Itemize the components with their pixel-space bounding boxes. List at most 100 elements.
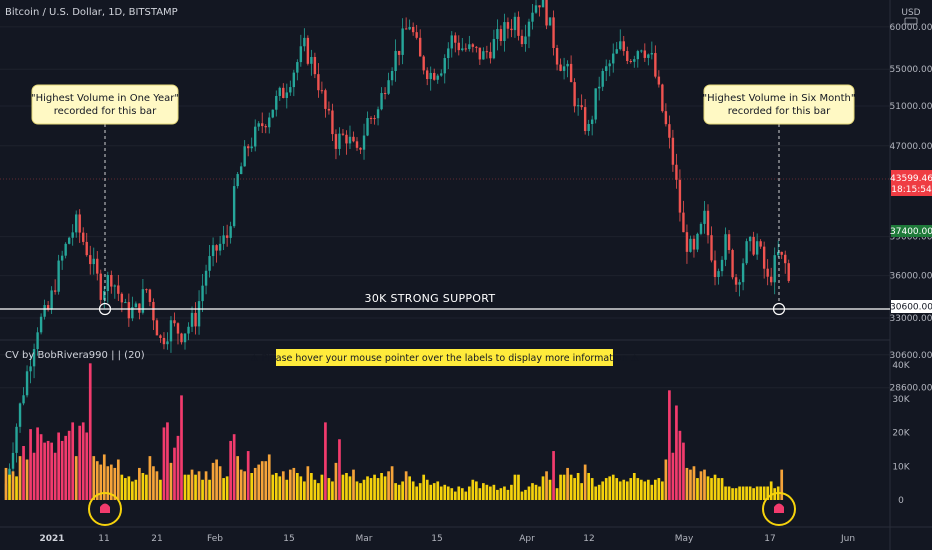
volume-bar[interactable] [689, 469, 692, 500]
candle[interactable] [411, 22, 415, 36]
candle[interactable] [738, 279, 741, 297]
volume-bar[interactable] [267, 454, 271, 500]
volume-bar[interactable] [232, 434, 236, 500]
candle[interactable] [422, 54, 425, 75]
volume-bar[interactable] [404, 471, 408, 500]
volume-bar[interactable] [131, 481, 134, 500]
volume-bar[interactable] [120, 474, 124, 500]
volume-bar[interactable] [222, 478, 225, 500]
volume-bar[interactable] [748, 486, 752, 501]
volume-bar[interactable] [411, 481, 415, 500]
volume-bar[interactable] [50, 442, 53, 500]
candle[interactable] [468, 35, 471, 52]
candle[interactable] [418, 29, 422, 57]
volume-bar[interactable] [685, 467, 689, 500]
volume-marker-left[interactable] [88, 492, 122, 526]
volume-bar[interactable] [88, 363, 92, 500]
candle[interactable] [383, 87, 387, 100]
volume-bar[interactable] [327, 478, 331, 500]
candle[interactable] [60, 250, 64, 270]
volume-bar[interactable] [752, 488, 755, 500]
volume-bar[interactable] [243, 471, 247, 500]
volume-bar[interactable] [345, 473, 348, 500]
volume-bar[interactable] [485, 484, 489, 500]
candle[interactable] [71, 224, 74, 246]
candle[interactable] [580, 94, 583, 110]
volume-bar[interactable] [204, 471, 208, 500]
volume-bar[interactable] [366, 476, 369, 500]
volume-bar[interactable] [4, 467, 8, 500]
candle[interactable] [777, 240, 780, 258]
candle[interactable] [75, 210, 78, 238]
volume-bar[interactable] [531, 483, 534, 500]
volume-bar[interactable] [387, 471, 390, 500]
candle[interactable] [717, 268, 720, 285]
candle[interactable] [338, 127, 341, 156]
volume-bar[interactable] [569, 474, 573, 500]
candle[interactable] [64, 242, 67, 259]
volume-bar[interactable] [29, 429, 32, 500]
volume-bar[interactable] [503, 486, 506, 501]
volume-bar[interactable] [580, 483, 583, 500]
volume-bar[interactable] [25, 459, 29, 501]
currency-settings-icon[interactable] [904, 17, 918, 25]
volume-bar[interactable] [769, 481, 773, 500]
volume-bar[interactable] [383, 476, 387, 500]
candle[interactable] [562, 57, 566, 80]
volume-bar[interactable] [36, 427, 39, 500]
candle[interactable] [89, 245, 92, 275]
volume-bar[interactable] [64, 435, 68, 500]
volume-bar[interactable] [534, 484, 538, 500]
volume-bar[interactable] [482, 483, 485, 500]
candle[interactable] [678, 169, 682, 222]
candle[interactable] [517, 11, 520, 41]
volume-bar[interactable] [432, 483, 436, 500]
candle[interactable] [162, 332, 166, 350]
volume-bar[interactable] [173, 447, 176, 500]
volume-bar[interactable] [668, 390, 671, 500]
volume-bar[interactable] [538, 486, 541, 501]
volume-bar[interactable] [306, 466, 310, 500]
candle[interactable] [53, 279, 57, 295]
volume-bar[interactable] [597, 484, 601, 500]
volume-bar[interactable] [703, 469, 706, 500]
volume-bar[interactable] [106, 466, 110, 500]
candle[interactable] [454, 32, 457, 53]
candle[interactable] [324, 88, 327, 118]
volume-bar[interactable] [397, 484, 401, 500]
candle[interactable] [246, 144, 250, 157]
candle[interactable] [155, 318, 159, 336]
candle[interactable] [443, 54, 446, 84]
candle[interactable] [113, 284, 117, 299]
candle[interactable] [355, 137, 359, 151]
volume-bar[interactable] [745, 486, 748, 501]
volume-bar[interactable] [138, 467, 141, 500]
volume-bar[interactable] [422, 474, 426, 500]
volume-bar[interactable] [450, 488, 454, 500]
volume-bar[interactable] [348, 476, 352, 500]
volume-bar[interactable] [664, 459, 668, 501]
candle[interactable] [401, 18, 404, 65]
candle[interactable] [661, 83, 664, 113]
volume-bar[interactable] [264, 461, 268, 500]
volume-bar[interactable] [285, 479, 289, 500]
volume-bar[interactable] [460, 488, 464, 500]
volume-bar[interactable] [310, 473, 313, 500]
candle[interactable] [773, 247, 776, 295]
candle[interactable] [289, 80, 292, 96]
volume-bar[interactable] [380, 473, 383, 500]
candle[interactable] [282, 83, 285, 99]
candle[interactable] [482, 47, 485, 60]
volume-bar[interactable] [95, 461, 99, 500]
candle[interactable] [548, 17, 552, 26]
volume-bar[interactable] [699, 471, 703, 500]
candle[interactable] [169, 316, 173, 353]
candle[interactable] [741, 258, 745, 291]
volume-bar[interactable] [727, 486, 731, 501]
candle[interactable] [597, 76, 601, 101]
candle[interactable] [257, 121, 260, 131]
candle[interactable] [573, 78, 576, 113]
candle[interactable] [239, 162, 243, 175]
candle[interactable] [520, 29, 524, 47]
volume-bar[interactable] [324, 422, 327, 500]
